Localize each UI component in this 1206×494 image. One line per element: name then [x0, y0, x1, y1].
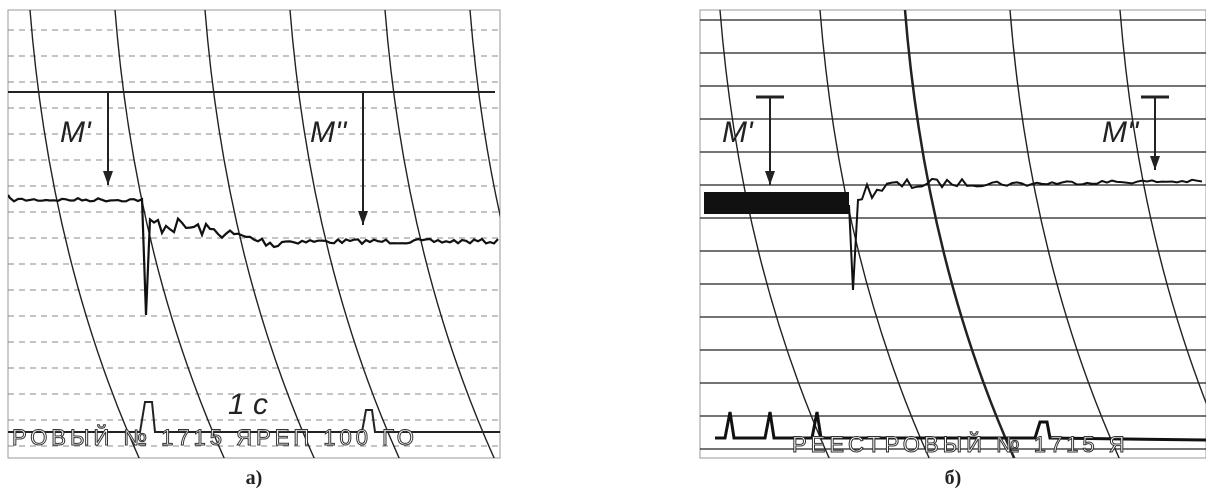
time-arc — [30, 10, 140, 460]
caption: б) — [945, 467, 962, 489]
marker-label: M'' — [310, 116, 348, 149]
stamp-text: РОВЫЙ № 1715 ЯРЕП 100 ГО — [12, 425, 418, 450]
marker-label: M'' — [1102, 116, 1140, 149]
marker-label: M' — [60, 116, 92, 149]
arrow-head — [765, 171, 775, 185]
time-arc — [385, 10, 495, 460]
time-arc — [290, 10, 400, 460]
stamp-text: РЕЕСТРОВЫЙ № 1715 Я — [792, 432, 1129, 457]
signal-trace — [849, 179, 1202, 290]
time-arc — [820, 10, 930, 460]
time-arc — [115, 10, 225, 460]
noise-block — [704, 192, 849, 214]
time-arc — [720, 10, 830, 460]
panel-a — [8, 10, 580, 460]
time-arc — [1120, 10, 1206, 460]
figure: M' M'' 1 c РОВЫЙ № 1715 ЯРЕП 100 ГО M' M… — [0, 0, 1206, 494]
time-arc — [905, 10, 1015, 460]
caption: а) — [246, 467, 263, 489]
panel-b — [700, 10, 1206, 460]
arrow-head — [1150, 156, 1160, 170]
time-label: 1 c — [228, 388, 268, 421]
time-arc — [1010, 10, 1120, 460]
time-arc — [470, 10, 580, 460]
marker-label: M' — [722, 116, 754, 149]
arrow-head — [103, 171, 113, 185]
arrow-head — [358, 211, 368, 225]
panel-b-frame — [700, 10, 1206, 458]
